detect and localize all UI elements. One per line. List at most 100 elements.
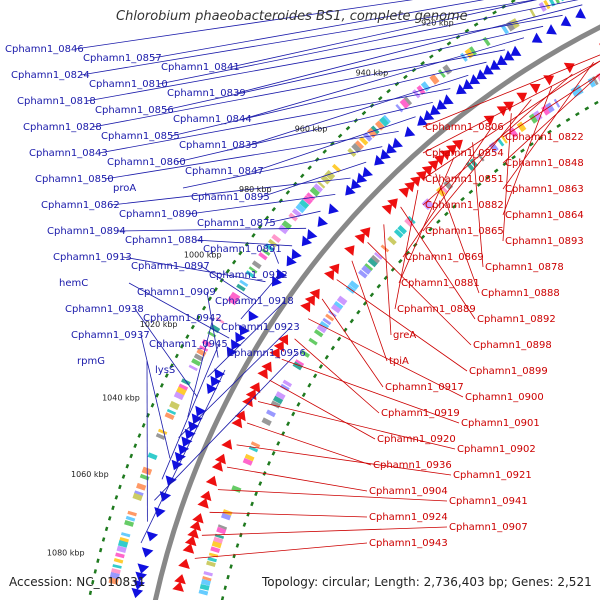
outer-feature-block <box>164 412 175 420</box>
inner-feature-block <box>207 556 217 563</box>
reverse-gene-label: Cphamn1_0904 <box>369 486 448 497</box>
leader-line <box>230 0 538 68</box>
reverse-gene-arrow <box>529 83 541 94</box>
dotted-rings <box>88 0 600 600</box>
feature-tracks <box>108 0 600 599</box>
leader-line <box>140 369 226 544</box>
backbone-arc <box>152 24 600 600</box>
outer-feature-block <box>320 174 331 185</box>
leader-line <box>188 194 336 215</box>
reverse-gene-label: tpiA <box>389 356 409 367</box>
inner-feature-block <box>210 546 221 553</box>
outer-feature-block <box>191 358 202 367</box>
inner-feature-block <box>443 180 454 191</box>
reverse-gene-label: Cphamn1_0822 <box>505 132 584 143</box>
outer-feature-block <box>379 116 390 127</box>
inner-feature-block <box>242 457 253 466</box>
forward-gene-arrow <box>489 59 501 70</box>
forward-gene-arrow <box>380 149 391 160</box>
reverse-gene-arrow <box>446 144 457 156</box>
outer-feature-block <box>239 279 249 287</box>
outer-feature-block <box>119 536 130 543</box>
forward-gene-label: Cphamn1_0909 <box>137 287 216 298</box>
inner-feature-block <box>275 391 286 401</box>
leader-line <box>154 352 298 501</box>
outer-feature-block <box>115 552 125 559</box>
leader-line <box>422 54 600 128</box>
reverse-gene-arrow <box>404 181 415 193</box>
outer-feature-block <box>543 0 551 10</box>
leader-line <box>161 343 220 480</box>
forward-gene-label: lysS <box>155 365 175 376</box>
outer-feature-block <box>331 163 342 173</box>
leader-line <box>260 161 367 198</box>
outer-feature-block <box>469 46 477 56</box>
leader-line <box>472 142 484 268</box>
forward-gene-arrow <box>146 531 159 542</box>
forward-gene-arrow <box>188 421 200 432</box>
leader-line <box>122 256 266 283</box>
leader-line <box>134 308 198 398</box>
outer-feature-block <box>429 74 440 85</box>
forward-gene-arrow <box>191 413 203 425</box>
leader-line <box>110 177 351 206</box>
forward-gene-label: Cphamn1_0818 <box>17 96 96 107</box>
length-label: Length: <box>374 575 420 589</box>
inner-feature-block <box>280 383 290 392</box>
leader-line <box>140 334 171 459</box>
reverse-gene-arrow <box>214 453 226 465</box>
genes-value: 2,521 <box>557 575 592 589</box>
leader-line <box>226 466 368 492</box>
leader-line <box>170 61 487 137</box>
leader-line <box>182 146 383 189</box>
forward-gene-label: Cphamn1_0846 <box>5 44 84 55</box>
leader-line <box>217 489 448 502</box>
leader-line <box>194 542 368 559</box>
reverse-gene-arrow <box>269 348 280 359</box>
outer-feature-block <box>124 519 135 527</box>
forward-gene-label: Cphamn1_0875 <box>197 218 276 229</box>
leader-line <box>272 248 279 264</box>
forward-gene-arrow <box>575 8 586 19</box>
inner-feature-block <box>469 158 479 168</box>
forward-gene-arrow <box>317 216 328 227</box>
forward-gene-arrow <box>206 383 218 394</box>
inner-feature-block <box>596 73 600 82</box>
forward-gene-label: Cphamn1_0945 <box>149 339 228 350</box>
outer-feature-block <box>136 482 147 491</box>
outer-feature-block <box>215 316 225 324</box>
forward-gene-label: Cphamn1_0810 <box>89 79 168 90</box>
inner-feature-block <box>261 417 272 426</box>
reverse-gene-label: Cphamn1_0865 <box>425 226 504 237</box>
leader-line <box>80 0 537 76</box>
reverse-gene-arrow <box>261 361 272 373</box>
reverse-gene-arrow <box>387 198 398 209</box>
forward-gene-arrow <box>350 178 362 190</box>
reverse-gene-label: Cphamn1_0848 <box>505 158 584 169</box>
inner-feature-block <box>300 349 310 358</box>
reverse-gene-label: Cphamn1_0943 <box>369 538 448 549</box>
inner-feature-block <box>325 313 335 322</box>
outer-feature-block <box>155 432 166 441</box>
length-value: 2,736,403 bp <box>423 575 504 589</box>
tick-label: 920 kbp <box>421 19 454 28</box>
leader-line <box>351 260 388 362</box>
leader-line <box>246 422 372 466</box>
outer-feature-block <box>132 492 143 501</box>
reverse-gene-arrow <box>421 165 433 176</box>
forward-gene-arrow <box>456 84 467 95</box>
forward-gene-arrow <box>231 339 242 350</box>
leader-line <box>116 227 307 232</box>
inner-feature-block <box>397 225 407 235</box>
outer-feature-block <box>261 248 271 256</box>
inner-feature-block <box>333 301 344 310</box>
leader-line <box>240 274 280 320</box>
reverse-gene-arrow <box>257 368 268 380</box>
forward-gene-arrow <box>362 166 373 178</box>
forward-gene-arrow <box>560 15 572 27</box>
forward-gene-arrow <box>178 444 190 455</box>
reverse-gene-arrow <box>273 341 284 352</box>
inner-feature-block <box>477 153 485 162</box>
